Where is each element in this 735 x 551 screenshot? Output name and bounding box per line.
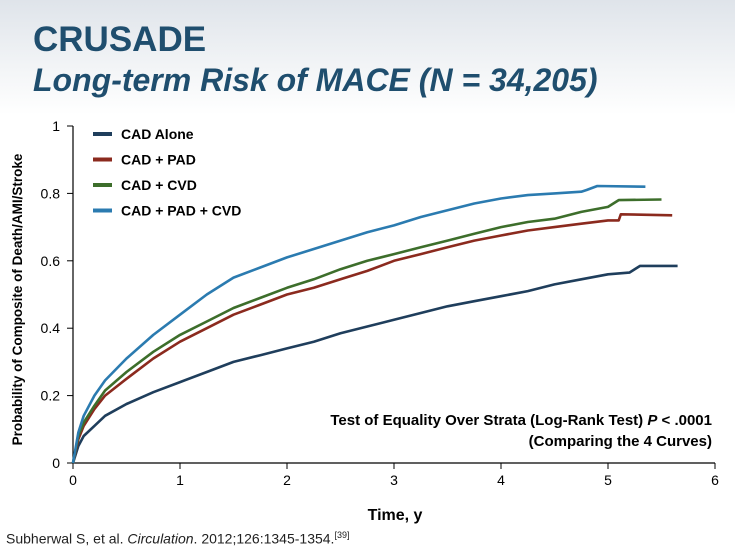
y-tick-label: 0.4 [41, 320, 61, 336]
citation-journal: Circulation [127, 531, 193, 547]
x-tick-label: 5 [604, 472, 612, 488]
annotation-p-value: < .0001 [657, 412, 712, 429]
y-tick-label: 0 [52, 455, 60, 471]
y-tick-label: 0.8 [41, 185, 61, 201]
legend-label: CAD + PAD [121, 152, 196, 168]
citation-reference: [39] [334, 530, 349, 540]
x-tick-label: 0 [69, 472, 77, 488]
citation-details: . 2012;126:1345-1354. [194, 531, 335, 547]
logrank-annotation-line1: Test of Equality Over Strata (Log-Rank T… [330, 412, 712, 429]
citation: Subherwal S, et al. Circulation. 2012;12… [6, 530, 349, 547]
citation-authors: Subherwal S, et al. [6, 531, 127, 547]
y-tick-label: 0.2 [41, 388, 61, 404]
annotation-text: Test of Equality Over Strata (Log-Rank T… [330, 412, 647, 429]
x-tick-label: 6 [711, 472, 719, 488]
logrank-annotation-line2: (Comparing the 4 Curves) [529, 433, 712, 450]
y-axis-label: Probability of Composite of Death/AMI/St… [10, 153, 25, 445]
legend-label: CAD + PAD + CVD [121, 203, 241, 219]
y-tick-label: 1 [52, 118, 60, 134]
x-tick-label: 3 [390, 472, 398, 488]
legend-label: CAD Alone [121, 126, 194, 142]
x-tick-label: 2 [283, 472, 291, 488]
legend-label: CAD + CVD [121, 177, 197, 193]
x-axis-label: Time, y [368, 507, 423, 524]
x-tick-label: 4 [497, 472, 505, 488]
x-tick-label: 1 [176, 472, 184, 488]
y-tick-label: 0.6 [41, 253, 61, 269]
